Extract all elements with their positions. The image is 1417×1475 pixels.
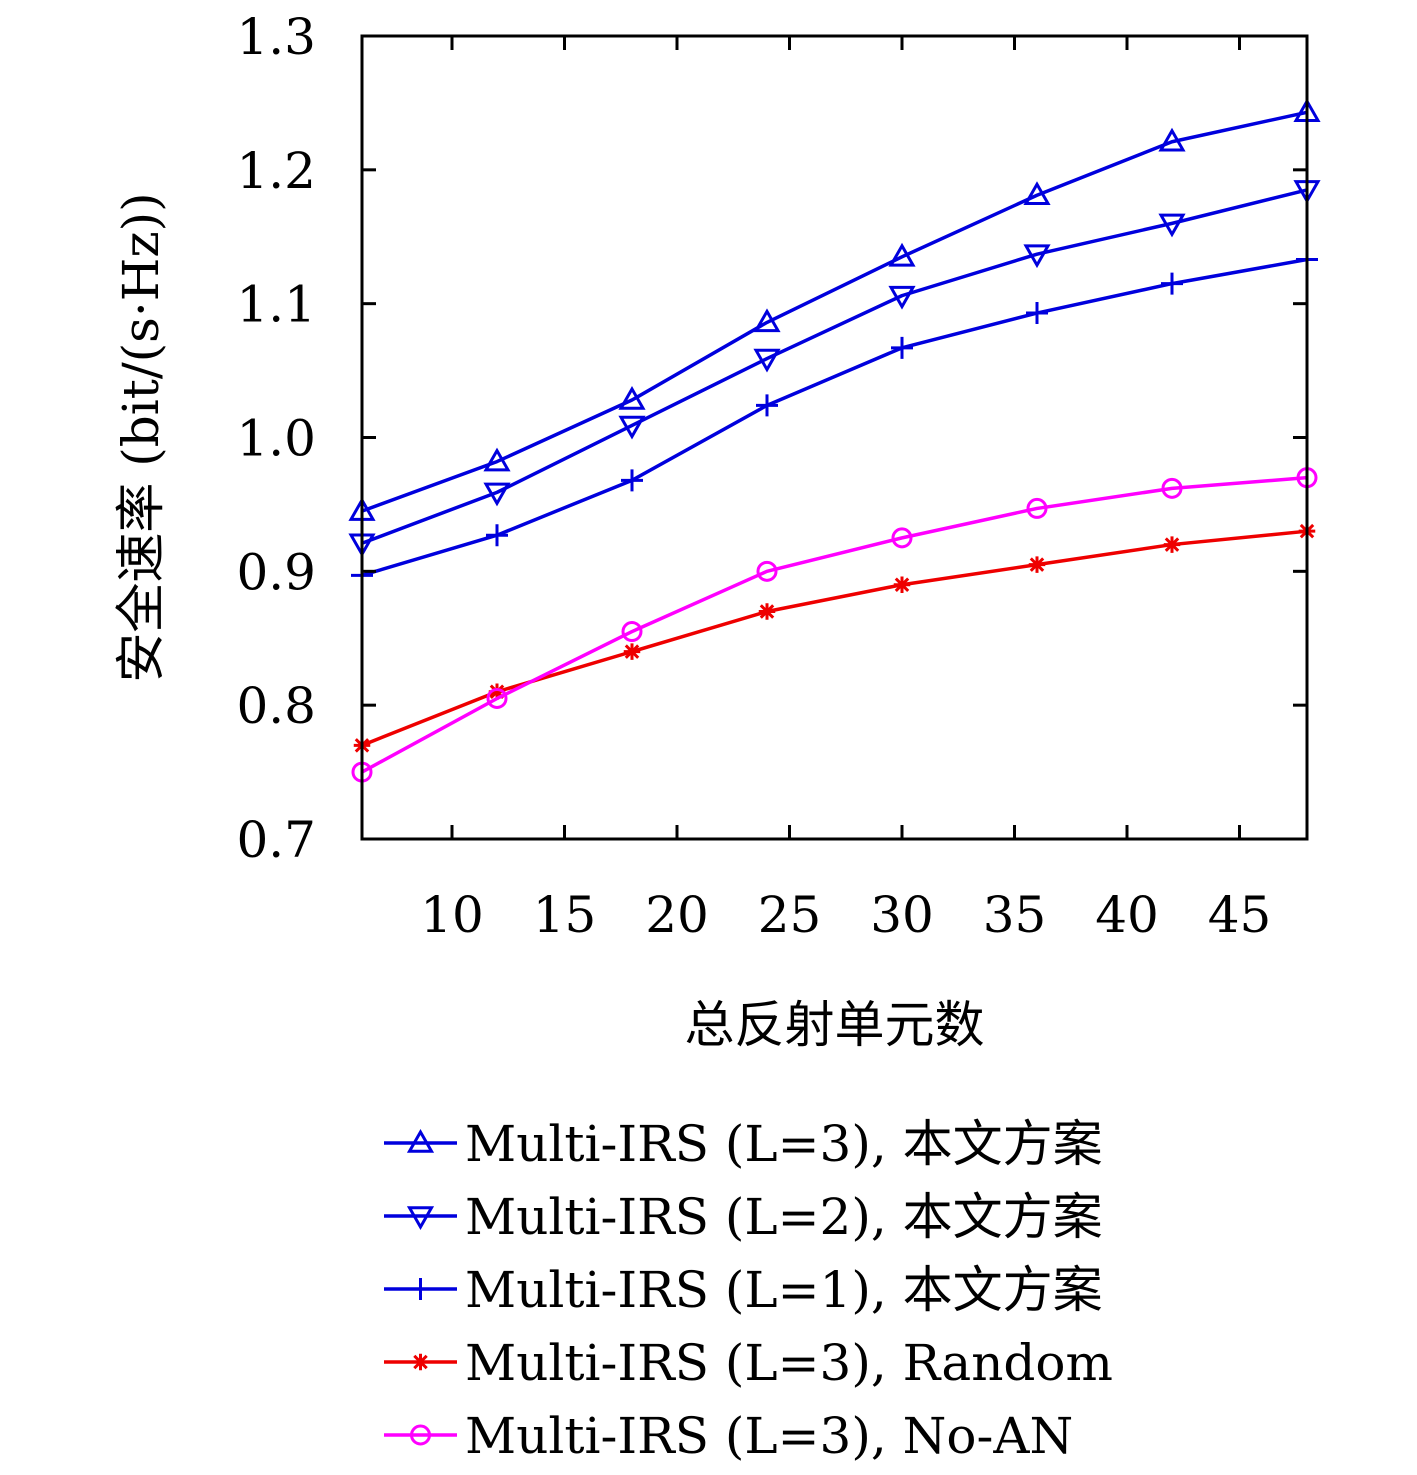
series-line [361, 529, 1308, 747]
data-point [486, 687, 508, 709]
legend: Multi-IRS (L=3), 本文方案 Multi-IRS (L=2), 本文… [384, 1115, 1113, 1465]
data-point [893, 576, 911, 593]
legend-marker [412, 1353, 429, 1371]
legend-item: Multi-IRS (L=1), 本文方案 [384, 1261, 1103, 1319]
y-tick-label: 1.2 [236, 142, 316, 200]
y-tick-label: 0.8 [236, 677, 316, 735]
legend-marker [406, 1206, 435, 1231]
legend-marker [410, 1424, 431, 1446]
data-point [891, 527, 913, 549]
data-point [483, 482, 511, 507]
data-point [1026, 497, 1048, 519]
data-point [488, 683, 506, 701]
data-point [1023, 244, 1051, 269]
series-line [361, 188, 1308, 545]
data-point [621, 621, 643, 643]
data-point [1161, 272, 1183, 295]
x-tick-label: 45 [1208, 886, 1272, 944]
series-line [361, 257, 1308, 578]
series-4 [353, 522, 1316, 754]
data-point [891, 336, 913, 359]
data-point [621, 469, 643, 492]
y-axis-label: 安全速率 (bit/(s·Hz)) [112, 192, 170, 682]
data-point [483, 447, 511, 472]
x-tick-label: 35 [983, 886, 1047, 944]
data-point [618, 386, 646, 410]
series-line [361, 475, 1308, 774]
series-line [361, 110, 1308, 513]
series-2 [348, 180, 1321, 558]
y-tick-label: 0.9 [236, 543, 316, 601]
series-3 [351, 248, 1318, 587]
data-point [1163, 536, 1181, 553]
data-point [1161, 477, 1183, 499]
y-tick-label: 0.7 [236, 811, 316, 869]
data-point [888, 285, 916, 310]
data-point [623, 643, 641, 660]
x-tick-label: 40 [1095, 886, 1159, 944]
legend-item: Multi-IRS (L=3), 本文方案 [384, 1115, 1103, 1173]
legend-label: Multi-IRS (L=1), 本文方案 [465, 1261, 1103, 1319]
data-point [756, 394, 778, 417]
legend-item: Multi-IRS (L=3), No-AN [384, 1407, 1073, 1465]
y-tick-label: 1.0 [236, 410, 316, 468]
data-point [1158, 213, 1186, 238]
data-point [888, 242, 916, 267]
x-axis-label: 总反射单元数 [685, 996, 985, 1054]
x-tick-label: 15 [533, 886, 597, 944]
tick-layer: 10 15 20 25 30 35 40 45 0.7 0.8 0.9 1.0 1.1 1.2 1.3 [236, 8, 1307, 944]
legend-label: Multi-IRS (L=3), No-AN [465, 1407, 1073, 1465]
data-point [753, 308, 781, 333]
x-tick-label: 30 [870, 886, 934, 944]
data-point [753, 348, 781, 373]
data-point [618, 415, 646, 440]
legend-label: Multi-IRS (L=3), Random [465, 1334, 1113, 1392]
x-tick-label: 25 [758, 886, 822, 944]
series-1 [348, 98, 1321, 521]
data-point [756, 560, 778, 582]
legend-marker [409, 1278, 432, 1300]
x-tick-label: 20 [645, 886, 709, 944]
data-point [1028, 556, 1046, 573]
data-point [1023, 181, 1051, 206]
x-tick-label: 10 [420, 886, 484, 944]
y-tick-label: 1.1 [236, 276, 316, 334]
series-5 [351, 467, 1318, 783]
legend-item: Multi-IRS (L=3), Random [384, 1334, 1113, 1392]
legend-marker [406, 1128, 435, 1153]
data-point [486, 524, 508, 547]
y-tick-label: 1.3 [236, 8, 316, 66]
legend-label: Multi-IRS (L=3), 本文方案 [465, 1115, 1103, 1173]
data-point [758, 603, 776, 620]
legend-item: Multi-IRS (L=2), 本文方案 [384, 1188, 1103, 1246]
data-point [1026, 302, 1048, 325]
plot-frame [360, 34, 1309, 841]
data-point [1158, 127, 1186, 152]
legend-label: Multi-IRS (L=2), 本文方案 [465, 1188, 1103, 1246]
series-layer [348, 98, 1321, 783]
